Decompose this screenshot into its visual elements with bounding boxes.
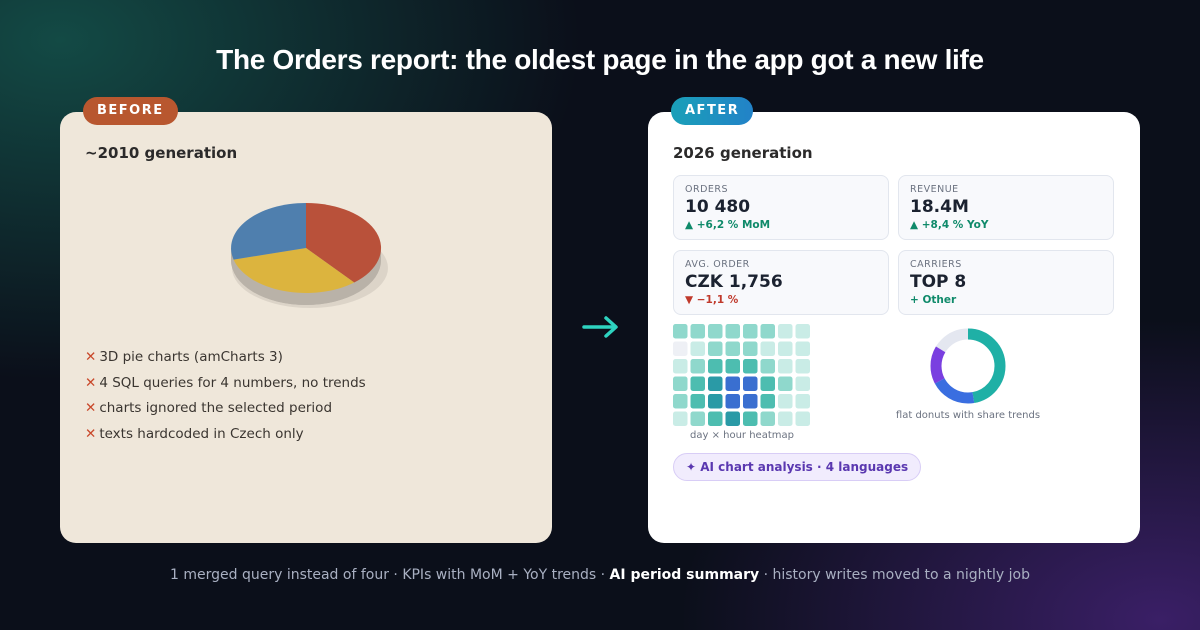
heatmap-cell (743, 324, 758, 339)
footer-text: 1 merged query instead of four · KPIs wi… (170, 567, 610, 583)
pie-slice (233, 248, 355, 293)
pie-slice (306, 202, 382, 283)
issue-item: 3D pie charts (amCharts 3) (85, 349, 283, 365)
heatmap-cell (690, 394, 705, 409)
kpi-trend: ▲ +8,4 % YoY (910, 219, 989, 231)
issue-item: texts hardcoded in Czech only (85, 426, 303, 442)
heatmap-cell (673, 341, 688, 356)
heatmap-cell (673, 324, 688, 339)
heatmap-cell (760, 411, 775, 426)
footer-text: · history writes moved to a nightly job (759, 567, 1030, 583)
heatmap-cell (760, 341, 775, 356)
heatmap-cell (708, 394, 723, 409)
footer: 1 merged query instead of four · KPIs wi… (0, 567, 1200, 583)
kpi-card: AVG. ORDER CZK 1,756 ▼ −1,1 % (673, 250, 889, 315)
heatmap-cell (743, 359, 758, 374)
after-heading: 2026 generation (673, 144, 813, 162)
heatmap-cell (673, 411, 688, 426)
heatmap-caption: day × hour heatmap (690, 430, 794, 441)
kpi-card: CARRIERS TOP 8 + Other (898, 250, 1114, 315)
kpi-trend: + Other (910, 294, 957, 306)
heatmap-cell (778, 341, 793, 356)
heatmap-cell (725, 376, 740, 391)
before-card (60, 112, 552, 543)
heatmap-cell (690, 341, 705, 356)
kpi-label: ORDERS (685, 184, 729, 195)
kpi-trend: ▼ −1,1 % (685, 294, 739, 306)
before-heading: ~2010 generation (85, 144, 238, 162)
before-badge: BEFORE (83, 97, 178, 125)
heatmap-cell (778, 376, 793, 391)
page-title: The Orders report: the oldest page in th… (216, 44, 984, 75)
heatmap-cell (760, 359, 775, 374)
heatmap-cell (778, 359, 793, 374)
heatmap-cell (673, 359, 688, 374)
heatmap-cell (725, 324, 740, 339)
heatmap-cell (690, 411, 705, 426)
heatmap-cell (778, 324, 793, 339)
kpi-card: ORDERS 10 480 ▲ +6,2 % MoM (673, 175, 889, 240)
heatmap-cell (778, 411, 793, 426)
heatmap-cell (673, 376, 688, 391)
kpi-value: 18.4M (910, 197, 969, 217)
kpi-label: REVENUE (910, 184, 959, 195)
heatmap-cell (795, 341, 810, 356)
heatmap-cell (708, 359, 723, 374)
issue-item: 4 SQL queries for 4 numbers, no trends (85, 375, 365, 391)
heatmap-cell (778, 394, 793, 409)
pie-slice (231, 203, 306, 260)
kpi-label: CARRIERS (910, 259, 962, 270)
heatmap-cell (673, 394, 688, 409)
kpi-label: AVG. ORDER (685, 259, 750, 270)
kpi-value: CZK 1,756 (685, 272, 783, 292)
heatmap (673, 324, 810, 426)
heatmap-cell (760, 394, 775, 409)
heatmap-cell (795, 324, 810, 339)
heatmap-cell (708, 324, 723, 339)
kpi-trend: ▲ +6,2 % MoM (685, 219, 771, 231)
heatmap-cell (708, 341, 723, 356)
heatmap-cell (725, 394, 740, 409)
heatmap-cell (743, 394, 758, 409)
heatmap-cell (690, 376, 705, 391)
kpi-value: 10 480 (685, 197, 751, 217)
heatmap-cell (795, 359, 810, 374)
after-badge: AFTER (671, 97, 754, 125)
heatmap-cell (760, 376, 775, 391)
heatmap-cell (795, 411, 810, 426)
heatmap-cell (708, 376, 723, 391)
donut-caption: flat donuts with share trends (895, 410, 1041, 421)
heatmap-cell (708, 411, 723, 426)
ai-pill: ✦ AI chart analysis · 4 languages (673, 453, 922, 481)
heatmap-cell (795, 394, 810, 409)
footer-highlight: AI period summary (609, 567, 760, 583)
heatmap-cell (725, 359, 740, 374)
heatmap-cell (690, 359, 705, 374)
heatmap-cell (795, 376, 810, 391)
kpi-card: REVENUE 18.4M ▲ +8,4 % YoY (898, 175, 1114, 240)
arrow (582, 316, 618, 338)
heatmap-cell (725, 411, 740, 426)
issue-item: charts ignored the selected period (85, 400, 332, 416)
donut (930, 328, 1006, 404)
kpi-value: TOP 8 (910, 272, 967, 292)
heatmap-cell (743, 376, 758, 391)
heatmap-cell (743, 411, 758, 426)
heatmap-cell (743, 341, 758, 356)
heatmap-cell (690, 324, 705, 339)
heatmap-cell (760, 324, 775, 339)
heatmap-cell (725, 341, 740, 356)
